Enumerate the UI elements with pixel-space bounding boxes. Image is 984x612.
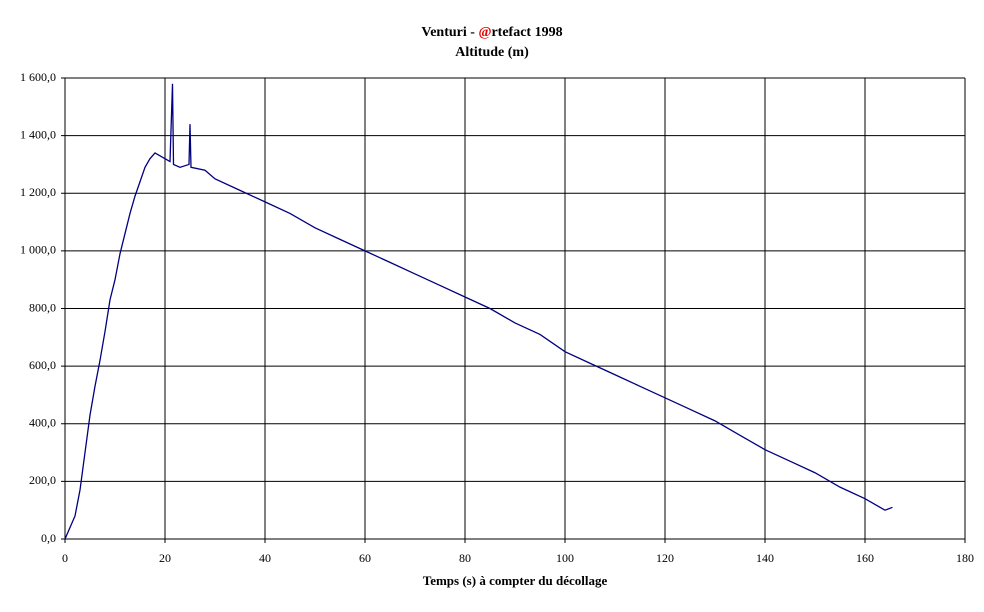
x-tick-label: 100 bbox=[556, 551, 574, 565]
data-line bbox=[64, 83, 893, 540]
x-tick-label: 0 bbox=[62, 551, 68, 565]
y-tick-label: 0,0 bbox=[41, 531, 56, 545]
x-tick-label: 60 bbox=[359, 551, 371, 565]
y-tick-label: 600,0 bbox=[29, 358, 56, 372]
y-tick-label: 1 600,0 bbox=[20, 70, 56, 84]
y-tick-label: 200,0 bbox=[29, 473, 56, 487]
x-tick-label: 160 bbox=[856, 551, 874, 565]
x-tick-label: 40 bbox=[259, 551, 271, 565]
x-axis-label: Temps (s) à compter du décollage bbox=[423, 573, 608, 588]
y-tick-label: 400,0 bbox=[29, 416, 56, 430]
x-tick-label: 20 bbox=[159, 551, 171, 565]
x-tick-label: 120 bbox=[656, 551, 674, 565]
y-tick-label: 800,0 bbox=[29, 300, 56, 314]
x-tick-label: 80 bbox=[459, 551, 471, 565]
y-tick-label: 1 200,0 bbox=[20, 185, 56, 199]
y-tick-label: 1 400,0 bbox=[20, 127, 56, 141]
chart-title: Venturi - @rtefact 1998 bbox=[421, 25, 562, 40]
y-tick-label: 1 000,0 bbox=[20, 243, 56, 257]
chart-subtitle: Altitude (m) bbox=[455, 45, 529, 60]
x-tick-label: 140 bbox=[756, 551, 774, 565]
x-tick-label: 180 bbox=[956, 551, 974, 565]
